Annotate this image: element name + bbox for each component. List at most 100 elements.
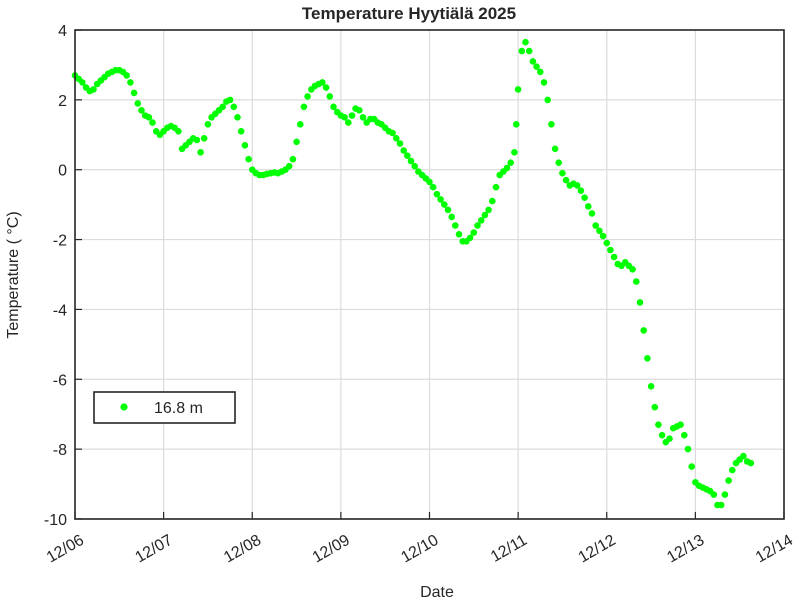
data-point [599,232,607,240]
data-point [581,194,588,201]
data-point [359,114,367,121]
data-point [636,299,644,306]
y-tick-label: -10 [44,512,67,529]
data-point [455,231,463,238]
data-point [149,119,156,126]
x-axis-label: Date [420,584,454,600]
data-point [130,89,138,97]
data-point [426,178,433,186]
data-point [603,239,611,247]
data-point [452,222,459,229]
data-point [740,452,747,460]
data-point [396,140,404,147]
data-point [710,491,718,498]
data-point [127,79,134,86]
data-point [729,466,736,474]
data-point [356,107,363,114]
data-point [513,121,520,128]
data-point [348,112,356,119]
y-tick-label: 0 [58,163,67,180]
data-point [725,477,732,484]
data-point [237,128,245,135]
data-point [289,155,297,163]
data-point [226,96,234,104]
data-point [433,190,441,198]
data-point [444,206,452,214]
data-point [592,222,599,229]
data-point [529,58,537,65]
data-point [345,119,352,126]
data-point [200,135,208,142]
y-tick-label: -2 [53,233,67,250]
data-point [300,103,308,111]
data-point [319,79,326,86]
legend-label: 16.8 m [154,400,203,417]
data-point [548,121,555,128]
data-point [330,103,337,111]
data-point [655,421,662,429]
data-point [514,86,522,93]
data-point [518,47,526,55]
data-point [437,196,444,203]
data-point [485,206,492,214]
data-point [481,211,489,219]
data-point [389,129,396,137]
data-point [204,121,212,128]
data-point [540,79,548,86]
data-point [90,86,97,93]
data-point [193,136,201,144]
y-tick-label: -6 [53,372,67,389]
data-point [489,197,496,205]
data-point [503,164,511,172]
data-point [219,103,226,111]
data-point [507,159,514,166]
data-point [610,253,618,261]
data-point [241,142,249,149]
data-point [559,169,566,177]
data-point [644,355,651,362]
data-point [551,145,559,153]
data-point [134,100,142,107]
data-point [466,234,474,242]
data-point [651,403,659,411]
data-point [304,93,311,100]
data-point [525,47,533,55]
data-point [285,162,293,170]
data-point [492,183,500,191]
data-point [658,431,666,439]
data-point [588,210,596,217]
legend-marker [120,403,128,411]
data-point [470,229,478,236]
y-tick-label: -4 [53,302,67,319]
legend-box [93,391,236,424]
data-point [326,93,334,100]
series-points [71,38,755,509]
data-point [197,149,204,156]
data-point [79,79,86,86]
data-point [717,501,725,509]
data-point [633,278,640,285]
data-point [607,246,614,254]
data-point [297,121,304,128]
y-tick-label: 4 [58,23,67,40]
data-point [511,149,518,156]
y-tick-label: 2 [58,93,67,110]
data-point [522,38,529,46]
y-tick-labels: -10 -8 -6 -4 -2 0 2 4 [44,23,67,529]
data-point [429,183,437,191]
data-point [441,201,448,208]
data-point [640,327,647,334]
data-point [293,138,300,146]
data-point [393,135,400,142]
chart-title: Temperature Hyytiälä 2025 [302,4,516,23]
data-point [747,459,755,467]
data-point [477,217,485,224]
data-point [585,203,592,210]
data-point [245,155,252,163]
data-point [234,114,241,121]
data-point [404,152,411,159]
data-point [138,107,145,114]
data-point [666,435,673,443]
